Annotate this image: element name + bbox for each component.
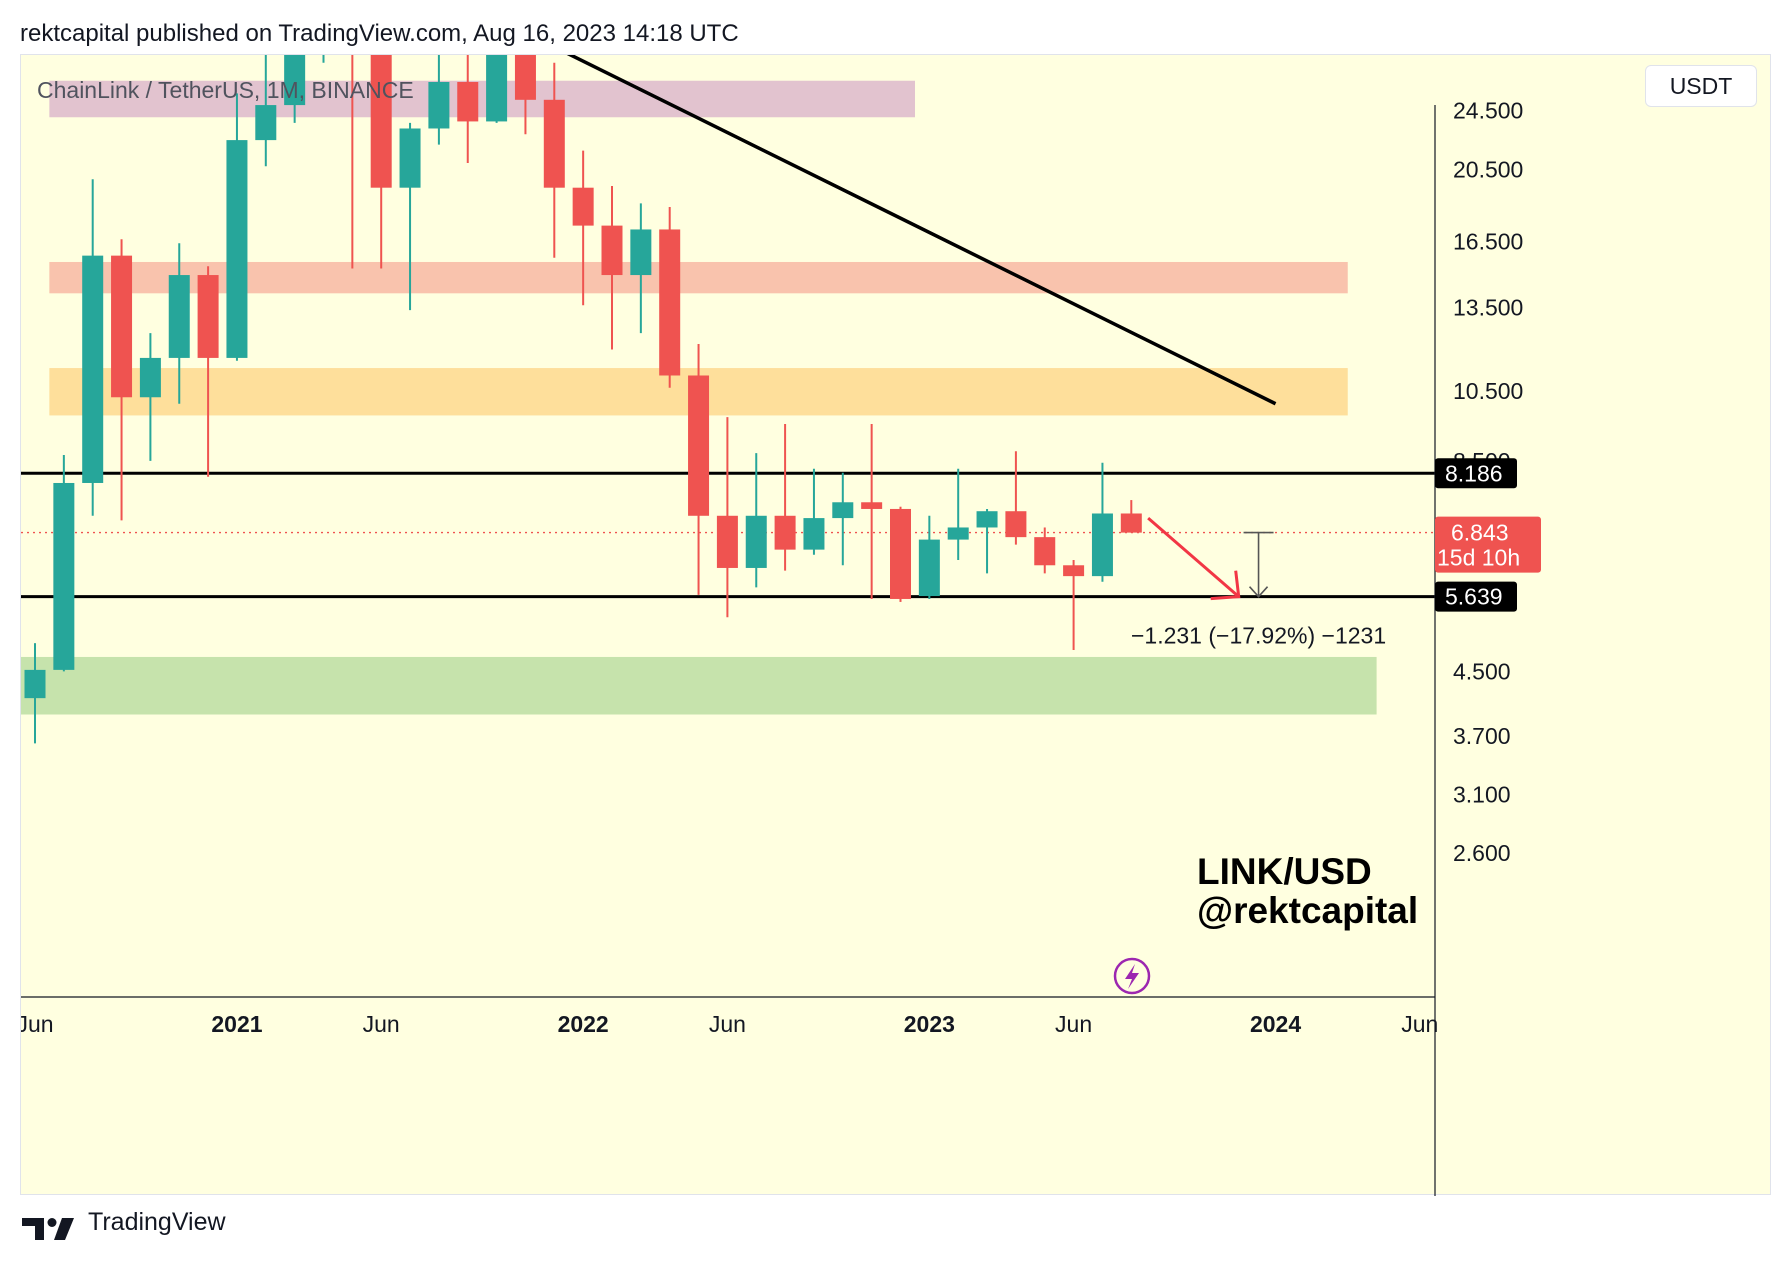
candle-body-2020-07 xyxy=(53,482,75,670)
zone-0 xyxy=(49,80,916,118)
candle-body-2022-08 xyxy=(774,515,796,550)
target-arrow-head xyxy=(1210,570,1241,601)
x-tick-4: Jun xyxy=(709,1011,746,1037)
resistance-tag-bg xyxy=(1435,458,1517,489)
candle-body-2022-11 xyxy=(861,502,883,509)
candle-body-2023-03 xyxy=(976,511,998,528)
candle-body-2023-05 xyxy=(1034,537,1056,566)
target-arrow xyxy=(1147,516,1240,598)
candle-body-2022-09 xyxy=(803,518,825,550)
current-price-tag-text: 6.843 xyxy=(1451,520,1509,546)
measure-label: −1.231 (−17.92%) −1231 xyxy=(1131,623,1386,649)
lightning-icon-ring xyxy=(1113,957,1151,995)
y-tick-7: 10.500 xyxy=(1453,378,1523,404)
y-tick-11: 3.100 xyxy=(1453,782,1511,808)
candle-body-2022-01 xyxy=(572,187,594,226)
axes: 44.00036.50030.50024.50020.50016.50013.5… xyxy=(21,97,1523,1196)
drawings: −1.231 (−17.92%) −1231 xyxy=(566,55,1386,649)
x-tick-2: Jun xyxy=(363,1011,400,1037)
support-tag-bg xyxy=(1435,581,1517,612)
candle-body-2023-06 xyxy=(1063,565,1085,577)
x-tick-6: Jun xyxy=(1055,1011,1092,1037)
watermark: LINK/USD@rektcapital xyxy=(1113,851,1418,995)
candle-body-2022-10 xyxy=(832,502,854,519)
candle-body-2022-12 xyxy=(890,508,911,599)
candle-body-2020-09 xyxy=(111,255,133,398)
candle-body-2021-10 xyxy=(486,55,508,122)
candle-body-2021-12 xyxy=(543,99,565,188)
y-tick-4: 20.500 xyxy=(1453,156,1523,182)
candle-body-2022-07 xyxy=(745,515,767,568)
candle-body-2021-09 xyxy=(457,81,479,122)
measure-head xyxy=(1248,586,1269,598)
x-tick-5: 2023 xyxy=(904,1011,955,1037)
y-tick-5: 16.500 xyxy=(1453,228,1523,254)
candle-body-2021-01 xyxy=(226,140,248,358)
candle-body-2021-07 xyxy=(399,128,421,188)
x-tick-1: 2021 xyxy=(211,1011,262,1037)
candle-body-2021-08 xyxy=(428,81,450,129)
candle-body-2022-02 xyxy=(601,225,623,276)
candle-body-2020-06 xyxy=(24,669,46,699)
candle-body-2020-11 xyxy=(168,275,190,358)
y-tick-9: 4.500 xyxy=(1453,658,1511,684)
y-tick-12: 2.600 xyxy=(1453,840,1511,866)
zone-3 xyxy=(21,656,1377,715)
x-tick-3: 2022 xyxy=(558,1011,609,1037)
candlestick-chart[interactable]: −1.231 (−17.92%) −1231 44.00036.50030.50… xyxy=(21,55,1772,1196)
current-price-tag-bg xyxy=(1435,516,1541,573)
watermark-handle: @rektcapital xyxy=(1197,890,1418,931)
currency-button[interactable]: USDT xyxy=(1645,65,1757,107)
y-tick-3: 24.500 xyxy=(1453,97,1523,123)
candle-body-2022-05 xyxy=(688,375,710,516)
downtrend-line xyxy=(566,55,1277,406)
candle-body-2022-06 xyxy=(716,515,738,568)
x-tick-7: 2024 xyxy=(1250,1011,1301,1037)
candle-body-2021-11 xyxy=(514,55,536,100)
zone-1 xyxy=(49,261,1348,294)
candle-body-2023-01 xyxy=(918,539,940,597)
chart-area[interactable]: −1.231 (−17.92%) −1231 44.00036.50030.50… xyxy=(20,54,1772,1196)
price-zones xyxy=(21,80,1377,715)
resistance-tag-text: 8.186 xyxy=(1445,460,1503,486)
y-tick-6: 13.500 xyxy=(1453,295,1523,321)
candle-body-2022-04 xyxy=(659,229,681,376)
watermark-pair: LINK/USD xyxy=(1197,851,1372,892)
x-tick-0: Jun xyxy=(21,1011,54,1037)
candle-body-2023-04 xyxy=(1005,511,1027,538)
x-tick-8: Jun xyxy=(1401,1011,1438,1037)
tradingview-brand: TradingView xyxy=(88,1208,226,1236)
published-line: rektcapital published on TradingView.com… xyxy=(20,20,739,47)
candle-body-2022-03 xyxy=(630,229,652,276)
candle-body-2021-02 xyxy=(255,105,277,141)
candle-body-2023-08 xyxy=(1120,513,1142,533)
candle-body-2020-12 xyxy=(197,275,219,358)
candle-body-2023-02 xyxy=(947,527,969,540)
candle-body-2020-10 xyxy=(139,357,161,398)
candle-body-2021-06 xyxy=(370,55,392,188)
support-tag-text: 5.639 xyxy=(1445,584,1503,610)
candle-body-2020-08 xyxy=(82,255,104,483)
tradingview-logo-icon xyxy=(22,1218,74,1240)
candle-bodies xyxy=(24,55,1142,699)
countdown-tag-text: 15d 10h xyxy=(1437,545,1520,571)
symbol-title: ChainLink / TetherUS, 1M, BINANCE xyxy=(37,77,414,103)
candle-body-2023-07 xyxy=(1091,513,1113,577)
y-tick-10: 3.700 xyxy=(1453,723,1511,749)
lightning-icon xyxy=(1125,964,1139,989)
candle-body-2021-03 xyxy=(284,55,306,106)
